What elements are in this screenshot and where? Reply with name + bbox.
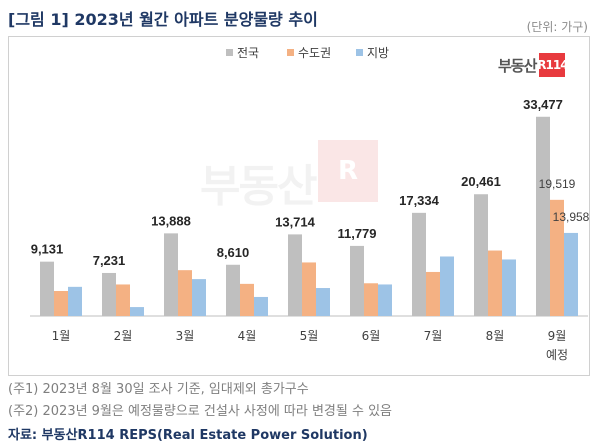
total-label-4: 8,610 bbox=[217, 245, 250, 260]
bar-capital-8 bbox=[488, 250, 502, 316]
total-label-9: 33,477 bbox=[523, 97, 563, 112]
bar-regional-3 bbox=[192, 279, 206, 316]
total-label-6: 11,779 bbox=[337, 226, 376, 241]
bar-regional-5 bbox=[316, 288, 330, 316]
bar-regional-6 bbox=[378, 284, 392, 316]
regional-value-label-9: 13,958 bbox=[553, 210, 590, 224]
bar-capital-7 bbox=[426, 271, 440, 316]
watermark-text: 부동산 bbox=[200, 161, 317, 212]
total-label-2: 7,231 bbox=[93, 253, 126, 268]
category-label-3: 3월 bbox=[176, 329, 195, 343]
total-label-5: 13,714 bbox=[275, 214, 316, 229]
bar-capital-6 bbox=[364, 283, 378, 316]
brand-logo-box: R114 bbox=[537, 53, 569, 77]
source-line: 자료: 부동산R114 REPS(Real Estate Power Solut… bbox=[8, 428, 368, 443]
total-label-1: 9,131 bbox=[31, 242, 64, 257]
total-label-7: 17,334 bbox=[399, 193, 440, 208]
bar-national-8 bbox=[474, 194, 488, 316]
category-label-2: 2월 bbox=[114, 329, 133, 343]
bar-national-2 bbox=[102, 272, 116, 316]
bar-capital-4 bbox=[240, 283, 254, 316]
legend-label-national: 전국 bbox=[237, 46, 259, 60]
category-label-7: 7월 bbox=[424, 329, 443, 343]
bar-regional-4 bbox=[254, 296, 268, 316]
category-label-8: 8월 bbox=[486, 329, 505, 343]
category-label-4: 4월 bbox=[238, 329, 257, 343]
bar-regional-2 bbox=[130, 307, 144, 316]
unit-label: (단위: 가구) bbox=[526, 20, 588, 34]
bar-regional-9 bbox=[564, 232, 578, 316]
total-label-3: 13,888 bbox=[151, 213, 191, 228]
watermark-logo: R bbox=[318, 140, 378, 202]
category-label-5: 5월 bbox=[300, 329, 319, 343]
legend-swatch-regional bbox=[356, 49, 363, 56]
legend-swatch-national bbox=[226, 49, 233, 56]
category-label-1: 1월 bbox=[52, 329, 71, 343]
footnote-1: (주1) 2023년 8월 30일 조사 기준, 임대제외 총가구수 bbox=[8, 382, 309, 397]
legend-swatch-capital bbox=[287, 49, 294, 56]
bar-national-4 bbox=[226, 264, 240, 316]
footnote-2: (주2) 2023년 9월은 예정물량으로 건설사 사정에 따라 변경될 수 있… bbox=[8, 404, 393, 419]
brand-logo: 부동산 R114 bbox=[498, 53, 569, 77]
chart-frame bbox=[8, 36, 590, 376]
capital-value-label-9: 19,519 bbox=[539, 177, 576, 191]
category-label-9-line2: 예정 bbox=[546, 348, 568, 362]
bar-national-3 bbox=[164, 233, 178, 316]
bar-national-9 bbox=[536, 116, 550, 316]
category-label-6: 6월 bbox=[362, 329, 381, 343]
bar-national-5 bbox=[288, 234, 302, 316]
brand-logo-text: 부동산 bbox=[498, 56, 537, 75]
bar-regional-8 bbox=[502, 259, 516, 316]
bar-national-1 bbox=[40, 261, 54, 316]
bar-capital-1 bbox=[54, 291, 68, 316]
bar-regional-1 bbox=[68, 286, 82, 316]
figure-title: [그림 1] 2023년 월간 아파트 분양물량 추이 bbox=[8, 10, 318, 29]
bar-regional-7 bbox=[440, 256, 454, 316]
bar-capital-9 bbox=[550, 199, 564, 316]
bar-capital-5 bbox=[302, 262, 316, 316]
bar-national-7 bbox=[412, 212, 426, 316]
legend-label-regional: 지방 bbox=[367, 46, 389, 60]
total-label-8: 20,461 bbox=[461, 174, 501, 189]
bar-capital-3 bbox=[178, 270, 192, 316]
bar-capital-2 bbox=[116, 284, 130, 316]
legend-label-capital: 수도권 bbox=[298, 46, 331, 60]
category-label-9: 9월 bbox=[548, 329, 567, 343]
bar-national-6 bbox=[350, 245, 364, 316]
